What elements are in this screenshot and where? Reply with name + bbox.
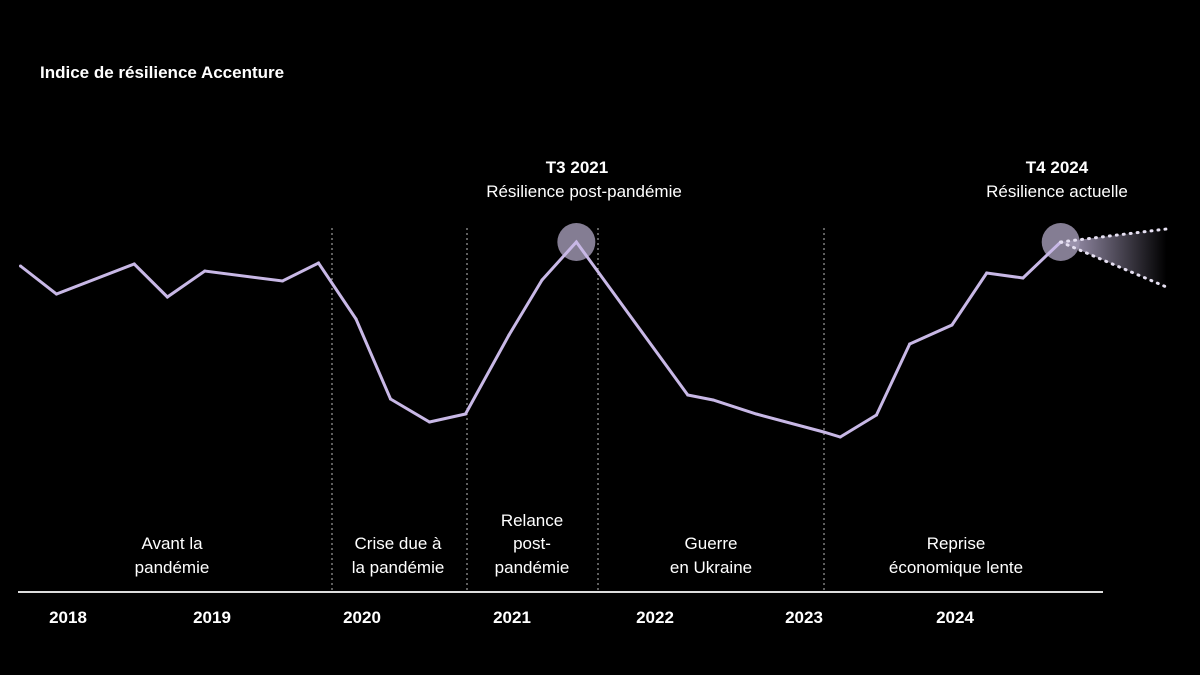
data-point <box>464 412 467 416</box>
phase-label: Relance <box>501 511 563 530</box>
x-tick-label: 2024 <box>936 608 974 627</box>
data-point <box>985 271 989 275</box>
data-point <box>132 262 136 266</box>
data-point <box>389 397 392 401</box>
annotation-text: Résilience actuelle <box>986 182 1128 201</box>
phase-label: Guerre <box>685 534 738 553</box>
phase-labels: Avant la pandémie Crise due à la pandémi… <box>135 511 1023 577</box>
data-point <box>754 412 758 416</box>
x-tick-label: 2021 <box>493 608 531 627</box>
data-point <box>354 317 358 321</box>
phase-label: la pandémie <box>352 558 445 577</box>
annotation-label: T4 2024 <box>1026 158 1089 177</box>
phase-label: pandémie <box>495 558 570 577</box>
annotation-text: Résilience post-pandémie <box>486 182 682 201</box>
x-tick-label: 2018 <box>49 608 87 627</box>
data-point <box>950 323 954 327</box>
phase-label: économique lente <box>889 558 1023 577</box>
data-point <box>165 295 169 299</box>
chart-title: Indice de résilience Accenture <box>40 63 284 82</box>
data-point <box>203 269 207 273</box>
projection-fan <box>1060 229 1167 287</box>
data-point <box>874 413 878 417</box>
x-tick-label: 2022 <box>636 608 674 627</box>
data-point <box>1021 276 1025 280</box>
data-point <box>838 435 842 439</box>
annotation-label: T3 2021 <box>546 158 608 177</box>
data-point <box>428 420 431 424</box>
data-point <box>18 264 22 268</box>
phase-label: Reprise <box>927 534 986 553</box>
phase-label: post- <box>513 534 551 553</box>
annotations: T3 2021 Résilience post-pandémie T4 2024… <box>486 158 1128 201</box>
data-point <box>686 393 690 397</box>
phase-label: en Ukraine <box>670 558 752 577</box>
data-point <box>540 278 544 282</box>
data-point <box>54 292 58 296</box>
data-point <box>281 279 284 283</box>
data-point <box>908 342 912 346</box>
data-point <box>317 261 320 265</box>
x-tick-label: 2020 <box>343 608 381 627</box>
x-tick-label: 2023 <box>785 608 823 627</box>
resilience-line <box>19 239 1062 439</box>
data-point <box>574 240 578 244</box>
data-point <box>711 398 715 402</box>
phase-label: Avant la <box>141 534 203 553</box>
data-point <box>507 333 511 337</box>
data-point <box>822 430 826 434</box>
phase-label: Crise due à <box>355 534 442 553</box>
x-tick-labels: 2018 2019 2020 2021 2022 2023 2024 <box>49 608 974 627</box>
phase-label: pandémie <box>135 558 210 577</box>
projection-lower-bound <box>1059 240 1168 289</box>
x-tick-label: 2019 <box>193 608 231 627</box>
